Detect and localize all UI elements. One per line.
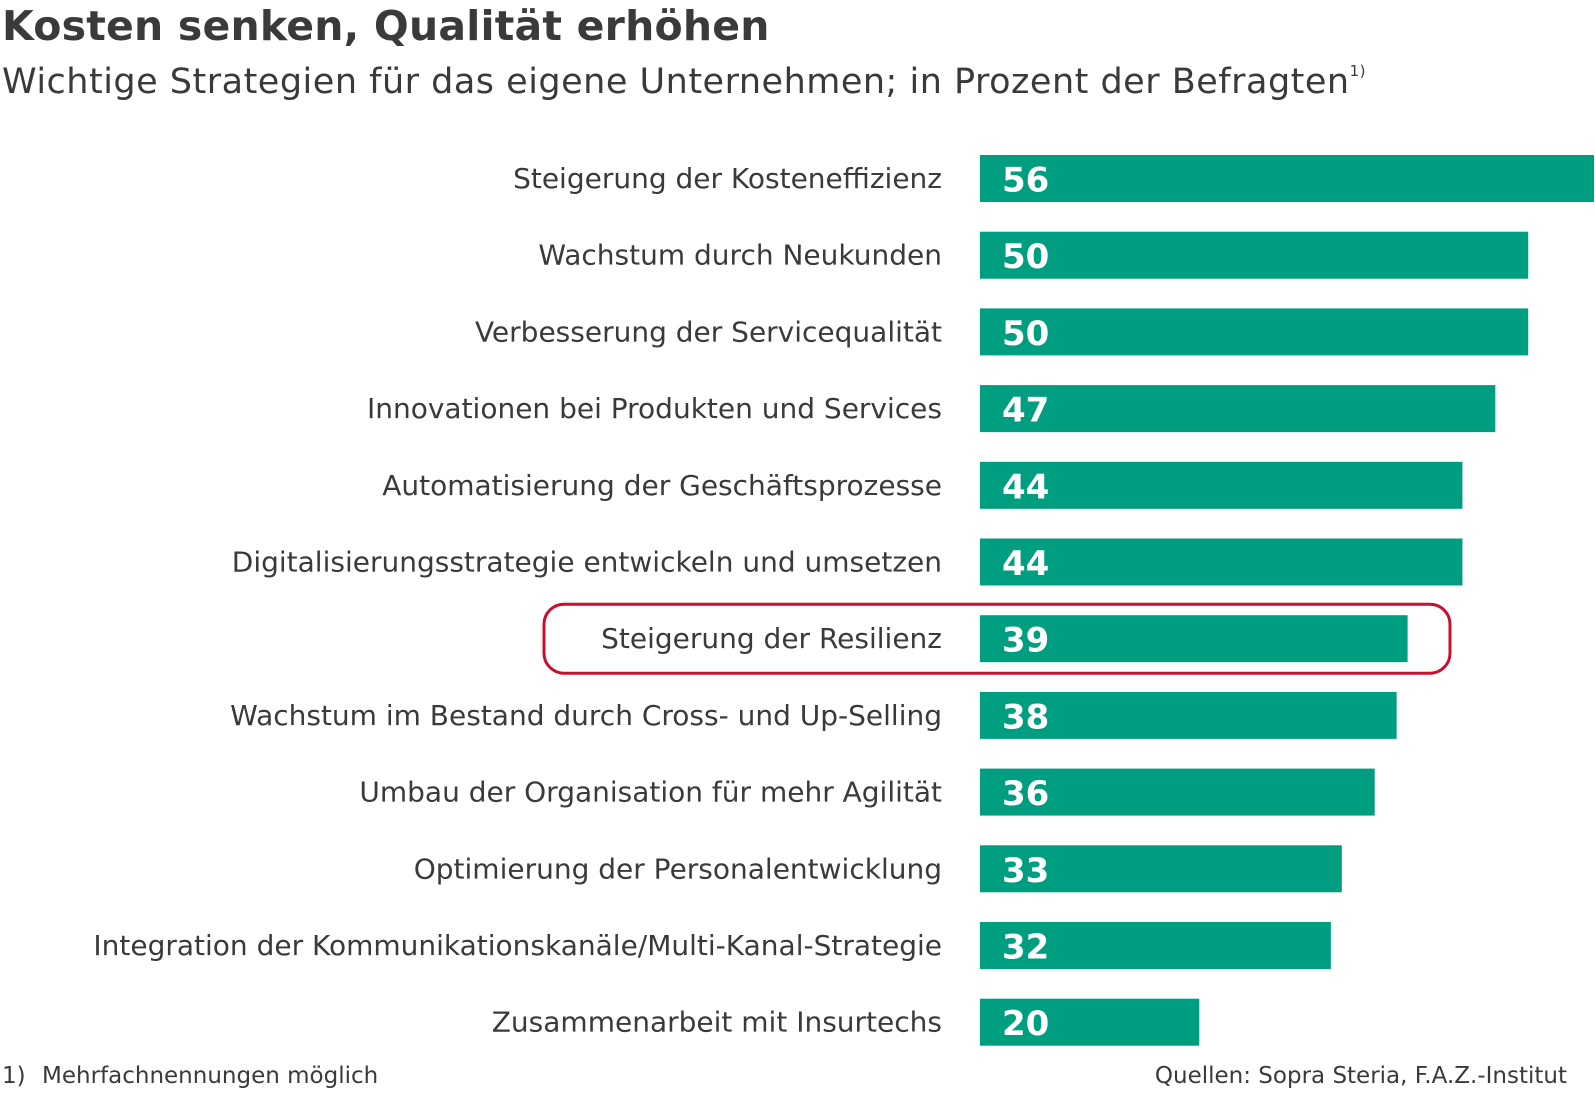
bar xyxy=(980,691,1397,739)
category-label: Automatisierung der Geschäftsprozesse xyxy=(382,469,942,502)
bar xyxy=(980,461,1463,509)
value-label: 50 xyxy=(1002,314,1049,354)
category-label: Integration der Kommunikationskanäle/Mul… xyxy=(93,929,942,962)
value-label: 44 xyxy=(1002,544,1049,584)
bar xyxy=(980,845,1342,893)
bar xyxy=(980,308,1529,356)
category-label: Umbau der Organisation für mehr Agilität xyxy=(359,776,942,809)
bar xyxy=(980,231,1529,279)
bar xyxy=(980,998,1200,1046)
bar xyxy=(980,385,1496,433)
bar xyxy=(980,538,1463,586)
category-label: Wachstum durch Neukunden xyxy=(538,239,942,272)
footnote: 1) Mehrfachnennungen möglich xyxy=(2,1063,378,1089)
footnote-text: Mehrfachnennungen möglich xyxy=(42,1063,379,1089)
chart-subtitle-text: Wichtige Strategien für das eigene Unter… xyxy=(2,62,1350,102)
category-label: Innovationen bei Produkten und Services xyxy=(367,392,942,425)
bar-chart: Steigerung der Kosteneffizienz 56 Wachstum… xyxy=(93,155,1594,1046)
category-label: Verbesserung der Servicequalität xyxy=(475,315,942,348)
footnote-marker: 1) xyxy=(2,1063,26,1089)
value-label: 39 xyxy=(1002,621,1049,661)
value-label: 20 xyxy=(1002,1004,1049,1044)
value-label: 38 xyxy=(1002,697,1049,737)
category-label: Digitalisierungsstrategie entwickeln und… xyxy=(232,546,942,579)
value-label: 47 xyxy=(1002,391,1049,431)
chart-title: Kosten senken, Qualität erhöhen xyxy=(2,2,770,50)
value-label: 33 xyxy=(1002,851,1049,891)
value-label: 32 xyxy=(1002,928,1049,968)
value-label: 36 xyxy=(1002,774,1049,814)
value-label: 56 xyxy=(1002,161,1049,201)
bar xyxy=(980,615,1408,663)
source-note: Quellen: Sopra Steria, F.A.Z.-Institut xyxy=(1154,1063,1567,1089)
bar xyxy=(980,922,1331,969)
bar xyxy=(980,768,1375,816)
category-label: Wachstum im Bestand durch Cross- und Up-… xyxy=(230,699,942,732)
highlight-frame xyxy=(542,602,1452,675)
subtitle-footnote-marker: 1) xyxy=(1349,62,1367,80)
category-label: Steigerung der Kosteneffizienz xyxy=(513,162,942,195)
category-label: Optimierung der Personalentwicklung xyxy=(414,852,942,885)
category-label: Zusammenarbeit mit Insurtechs xyxy=(492,1006,942,1039)
chart-subtitle: Wichtige Strategien für das eigene Unter… xyxy=(2,62,1366,102)
bar xyxy=(980,155,1594,202)
value-label: 44 xyxy=(1002,467,1049,507)
value-label: 50 xyxy=(1002,237,1049,277)
category-label: Steigerung der Resilienz xyxy=(601,622,942,655)
